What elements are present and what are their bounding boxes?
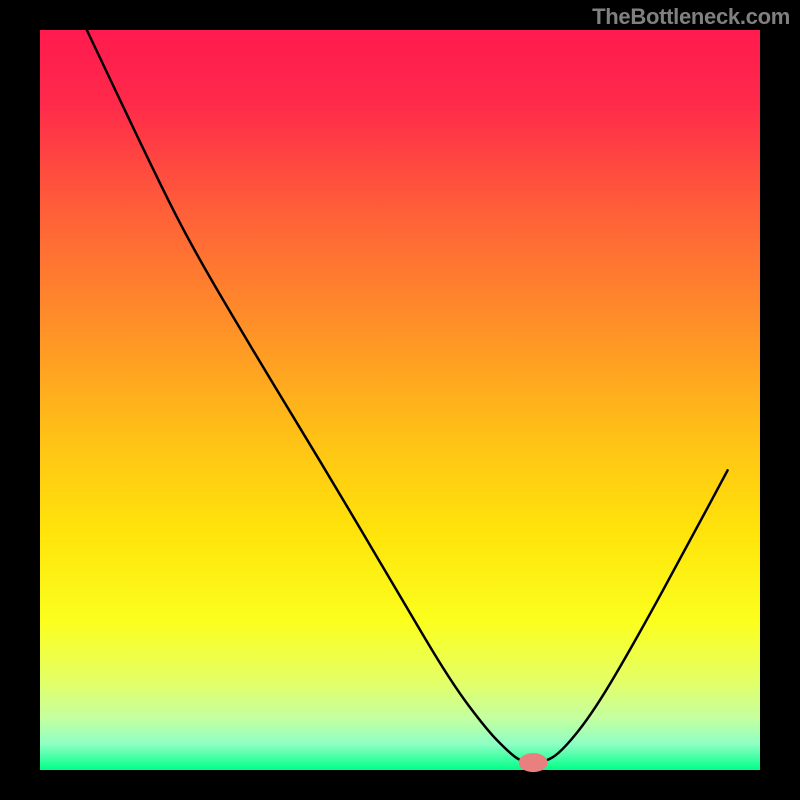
plot-area [40,30,760,770]
bottleneck-chart: TheBottleneck.com [0,0,800,800]
chart-svg [0,0,800,800]
watermark-text: TheBottleneck.com [592,4,790,30]
optimal-point-marker [519,754,547,772]
